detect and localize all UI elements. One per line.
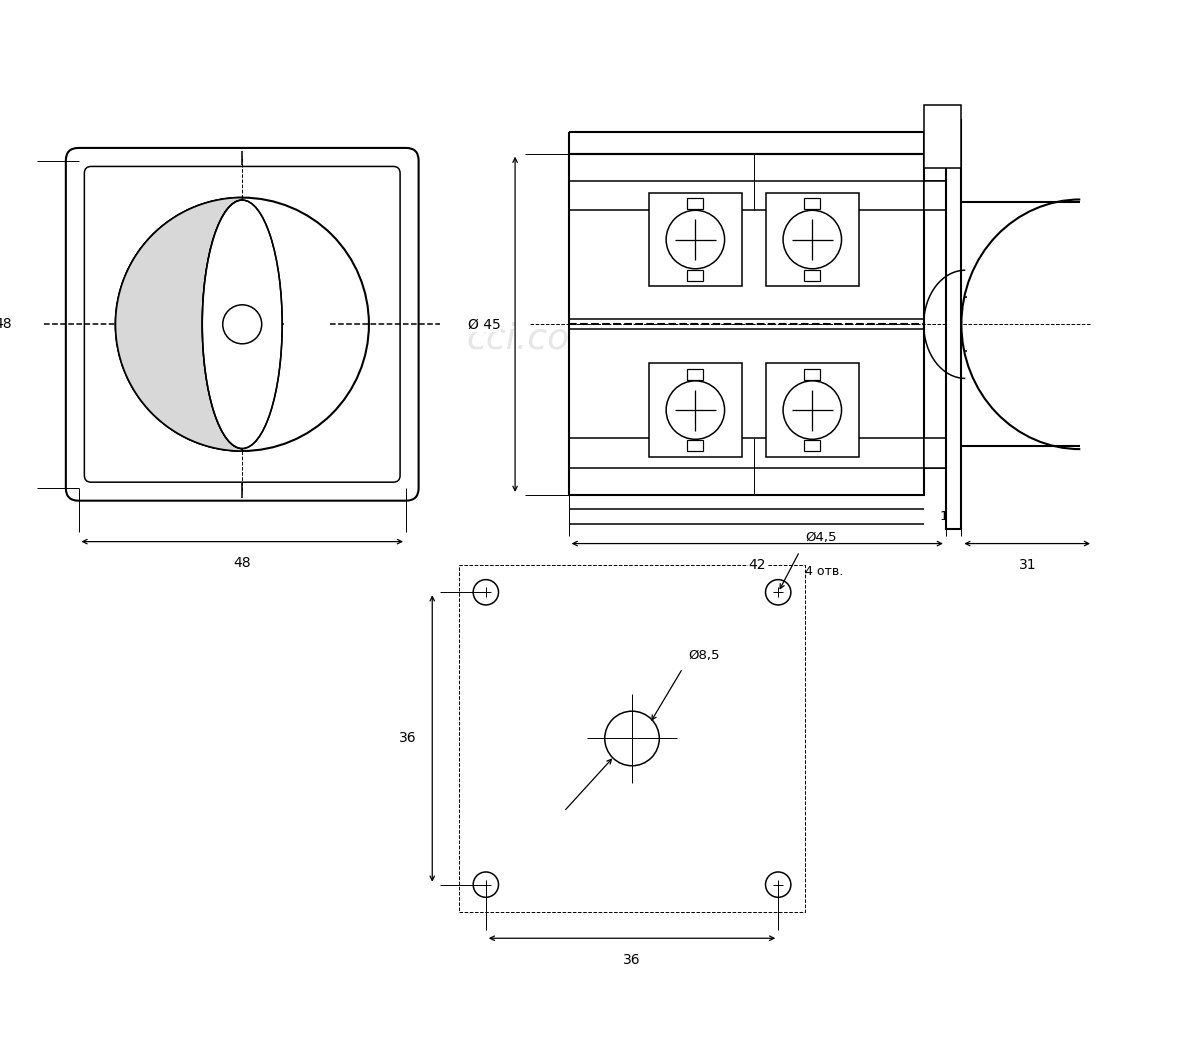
PathPatch shape [115, 197, 242, 451]
Text: Ø8,5: Ø8,5 [689, 649, 720, 663]
Bar [924, 105, 961, 169]
Bar [766, 364, 859, 456]
Ellipse shape [203, 200, 282, 449]
Bar [924, 181, 961, 211]
Bar [688, 369, 703, 379]
Text: 42: 42 [749, 558, 766, 572]
Circle shape [784, 380, 841, 440]
Text: 48: 48 [0, 317, 12, 331]
Circle shape [666, 211, 725, 269]
Bar [924, 438, 961, 468]
Bar [648, 364, 742, 456]
Text: 4 отв.: 4 отв. [805, 565, 844, 578]
Bar [688, 198, 703, 210]
Bar [569, 154, 924, 494]
Bar [688, 270, 703, 280]
Bar [766, 193, 859, 287]
Bar [688, 441, 703, 451]
Text: Ø4,5: Ø4,5 [805, 530, 836, 544]
Bar [458, 565, 805, 912]
FancyBboxPatch shape [66, 148, 419, 501]
Circle shape [784, 211, 841, 269]
Bar [804, 198, 821, 210]
Text: 48: 48 [234, 557, 251, 570]
Circle shape [666, 380, 725, 440]
Text: 36: 36 [623, 953, 641, 967]
FancyBboxPatch shape [84, 167, 400, 482]
Bar [648, 193, 742, 287]
PathPatch shape [115, 197, 242, 451]
Bar [804, 441, 821, 451]
Bar [946, 120, 961, 529]
Bar [804, 270, 821, 280]
Text: cci.com.ua: cci.com.ua [467, 321, 661, 356]
Text: 1-4: 1-4 [940, 510, 961, 523]
Text: 36: 36 [400, 731, 416, 745]
Text: Ø 45: Ø 45 [468, 317, 500, 331]
Text: 31: 31 [1019, 558, 1037, 572]
Bar [804, 369, 821, 379]
